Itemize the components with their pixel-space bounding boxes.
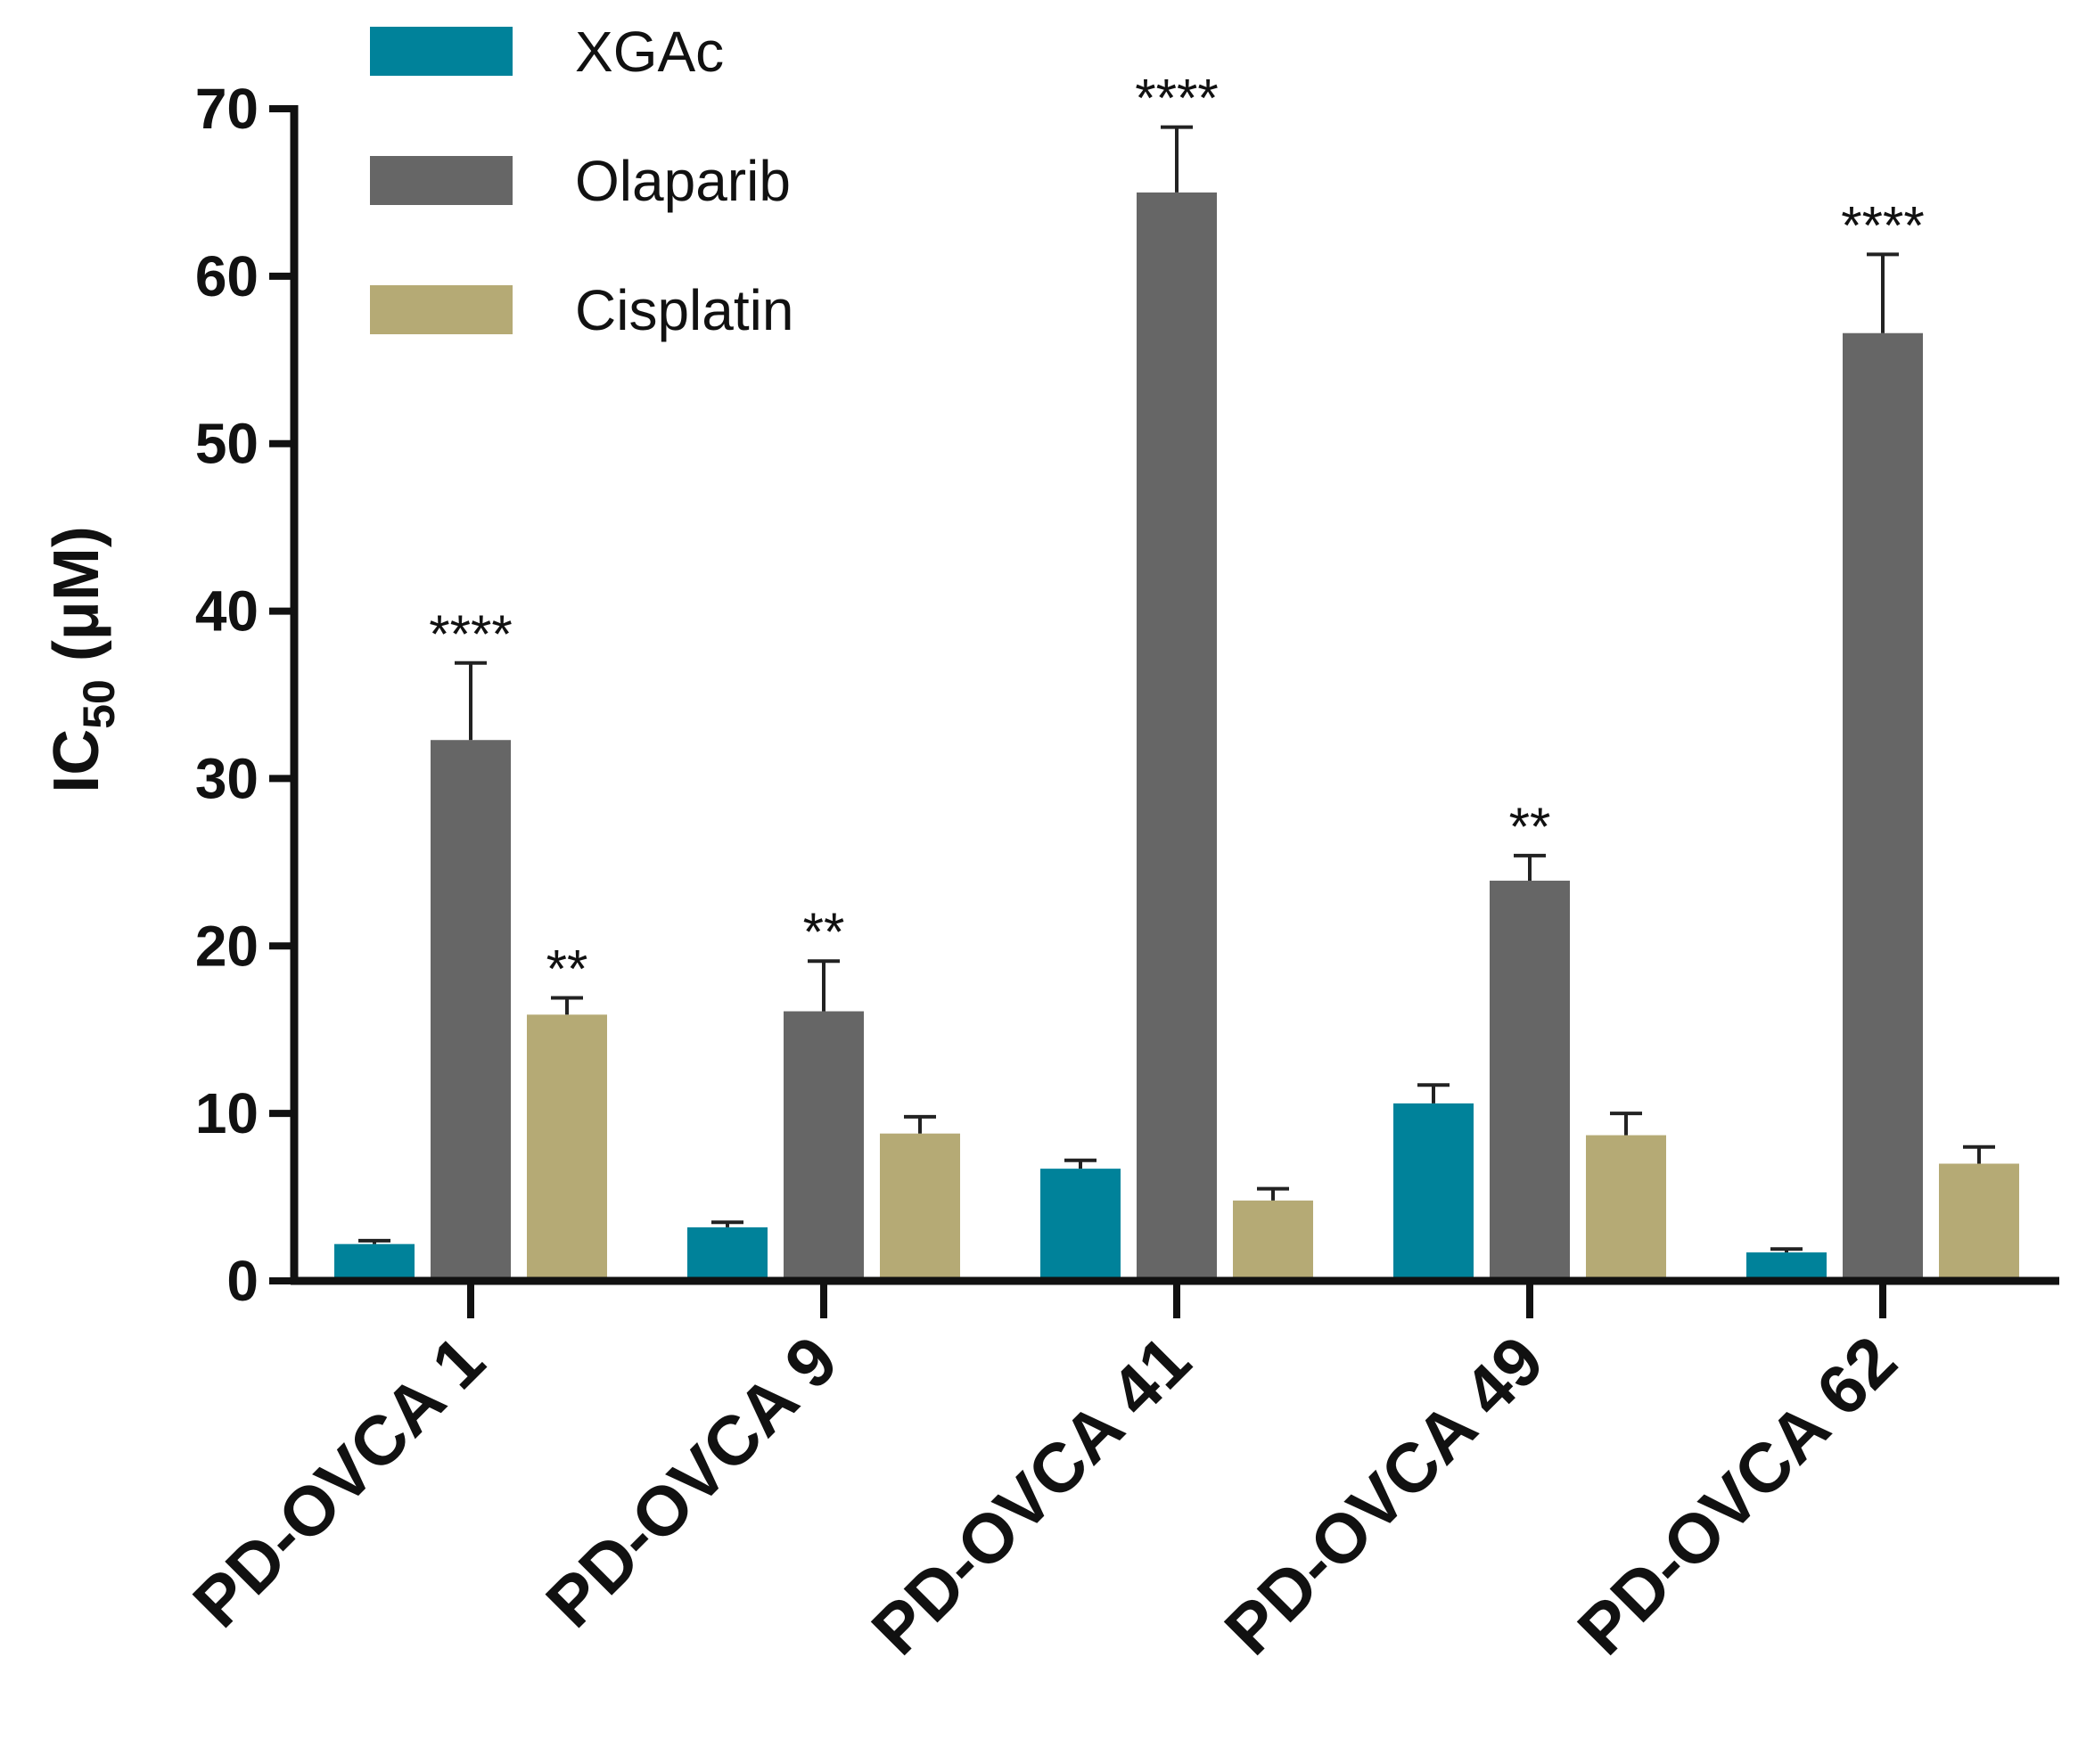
y-tick-label: 60: [195, 244, 259, 308]
y-tick-label: 10: [195, 1081, 259, 1145]
legend-label: Olaparib: [575, 149, 791, 213]
bar: [1939, 1163, 2019, 1281]
significance-marker: ****: [1841, 195, 1924, 255]
bar: [687, 1227, 768, 1281]
legend-label: XGAc: [575, 20, 724, 84]
bar: [880, 1133, 960, 1281]
bar: [1586, 1135, 1666, 1281]
bar: [1490, 881, 1570, 1281]
bar: [784, 1011, 864, 1281]
y-tick-label: 40: [195, 579, 259, 644]
bar: [334, 1243, 415, 1281]
legend: XGAc Olaparib Cisplatin: [370, 20, 793, 342]
legend-swatch: [370, 27, 513, 76]
x-tick-label: PD-OVCA 9: [531, 1321, 853, 1643]
legend-swatch: [370, 156, 513, 205]
significance-marker: ****: [1135, 69, 1218, 128]
bar: [1040, 1169, 1121, 1281]
x-tick-label: PD-OVCA 41: [857, 1321, 1205, 1670]
y-axis-label: IC50 (μM): [41, 526, 124, 793]
significance-marker: **: [1509, 797, 1551, 857]
x-tick-label: PD-OVCA 62: [1563, 1321, 1911, 1670]
bar: [1746, 1252, 1827, 1281]
y-tick-label: 0: [226, 1249, 259, 1313]
y-tick-label: 30: [195, 746, 259, 810]
bar: [431, 740, 511, 1281]
y-tick-label: 70: [195, 77, 259, 141]
legend-label: Cisplatin: [575, 278, 793, 342]
x-tick-label: PD-OVCA 49: [1210, 1321, 1558, 1670]
x-tick-label: PD-OVCA 1: [178, 1321, 500, 1643]
significance-marker: **: [803, 902, 845, 962]
y-tick-label: 20: [195, 914, 259, 978]
significance-marker: **: [546, 939, 588, 999]
bar: [1393, 1103, 1474, 1281]
bars: ******************: [334, 69, 2019, 1282]
bar: [1233, 1200, 1313, 1281]
legend-swatch: [370, 285, 513, 334]
bar: [527, 1014, 607, 1281]
bar: [1843, 332, 1923, 1282]
bar: [1137, 192, 1217, 1281]
significance-marker: ****: [429, 604, 512, 664]
y-tick-label: 50: [195, 412, 259, 476]
